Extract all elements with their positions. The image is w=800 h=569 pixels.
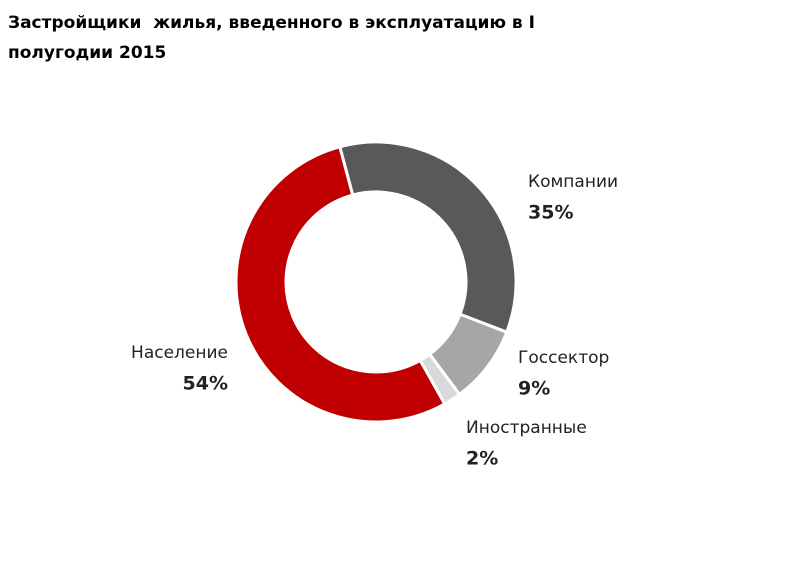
- segment-label: Компании: [528, 172, 618, 192]
- value-label: 9%: [518, 378, 550, 400]
- chart-title: Застройщики жилья, введенного в эксплуат…: [8, 13, 541, 63]
- donut-segment: [337, 140, 518, 335]
- value-label: 54%: [183, 373, 228, 395]
- segment-label: Госсектор: [518, 348, 609, 368]
- segment-label: Иностранные: [466, 418, 587, 438]
- segment-label: Население: [131, 343, 228, 363]
- donut-segment: [234, 144, 447, 424]
- value-label: 35%: [528, 202, 573, 224]
- value-label: 2%: [466, 448, 498, 470]
